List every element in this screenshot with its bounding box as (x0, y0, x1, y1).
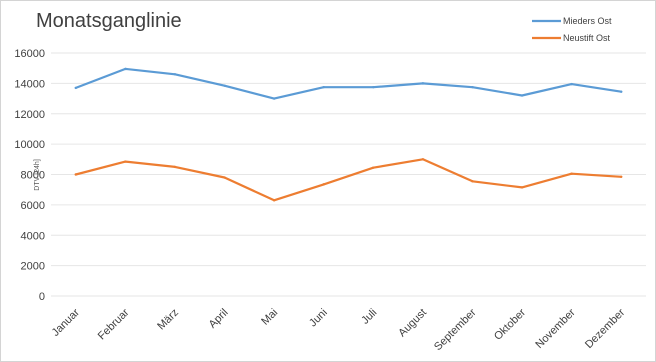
x-tick-label: September (432, 306, 479, 353)
data-point (74, 86, 77, 90)
y-axis-ticks: 0 2000 4000 6000 8000 10000 12000 14000 16000 (14, 48, 45, 303)
data-point (223, 176, 226, 179)
x-tick-label: Mai (259, 307, 280, 328)
x-tick-label: Juli (359, 307, 379, 327)
data-point (520, 186, 524, 189)
data-point (421, 82, 425, 85)
legend-label: Mieders Ost (563, 16, 612, 26)
y-tick-label: 10000 (14, 139, 45, 151)
series-line-mieders-ost (74, 67, 623, 100)
data-point (570, 172, 573, 175)
data-point (372, 166, 375, 169)
y-tick-label: 12000 (14, 109, 45, 121)
y-tick-label: 16000 (14, 48, 45, 60)
x-tick-label: April (207, 307, 231, 331)
chart-title: Monatsganglinie (36, 10, 182, 32)
gridlines (51, 52, 646, 297)
x-tick-label: Oktober (492, 306, 528, 342)
legend-label: Neustift Ost (563, 33, 611, 43)
x-tick-label: Januar (50, 306, 83, 339)
x-tick-label: Februar (96, 306, 132, 342)
x-tick-label: März (155, 307, 181, 333)
y-axis-label: DTV [24h] (34, 159, 41, 191)
series-line-neustift-ost (74, 158, 623, 202)
data-point (74, 173, 77, 176)
series-lines (74, 67, 623, 202)
data-point (173, 73, 177, 76)
data-point (620, 175, 623, 178)
y-tick-label: 4000 (21, 230, 45, 242)
x-tick-label: August (396, 307, 429, 340)
data-point (471, 85, 474, 89)
data-point (520, 94, 524, 97)
x-tick-label: Juni (307, 307, 330, 330)
y-tick-label: 0 (39, 291, 45, 303)
data-point (272, 199, 276, 202)
data-point (223, 84, 226, 87)
y-tick-label: 8000 (21, 170, 45, 182)
data-point (322, 183, 325, 186)
y-tick-label: 2000 (21, 261, 45, 273)
data-point (372, 85, 375, 89)
data-point (471, 180, 474, 183)
data-point (272, 97, 276, 100)
legend: Mieders Ost Neustift Ost (532, 16, 612, 43)
y-tick-label: 14000 (14, 78, 45, 90)
data-point (124, 67, 127, 71)
data-point (322, 85, 325, 89)
y-tick-label: 6000 (21, 200, 45, 212)
x-tick-label: Dezember (583, 306, 628, 351)
x-axis-ticks: Januar Februar März April Mai Juni Juli August S… (50, 306, 628, 353)
x-tick-label: November (533, 306, 578, 351)
data-point (620, 90, 623, 93)
data-point (124, 160, 127, 163)
data-point (421, 158, 425, 161)
data-point (173, 165, 177, 169)
data-point (570, 82, 573, 86)
